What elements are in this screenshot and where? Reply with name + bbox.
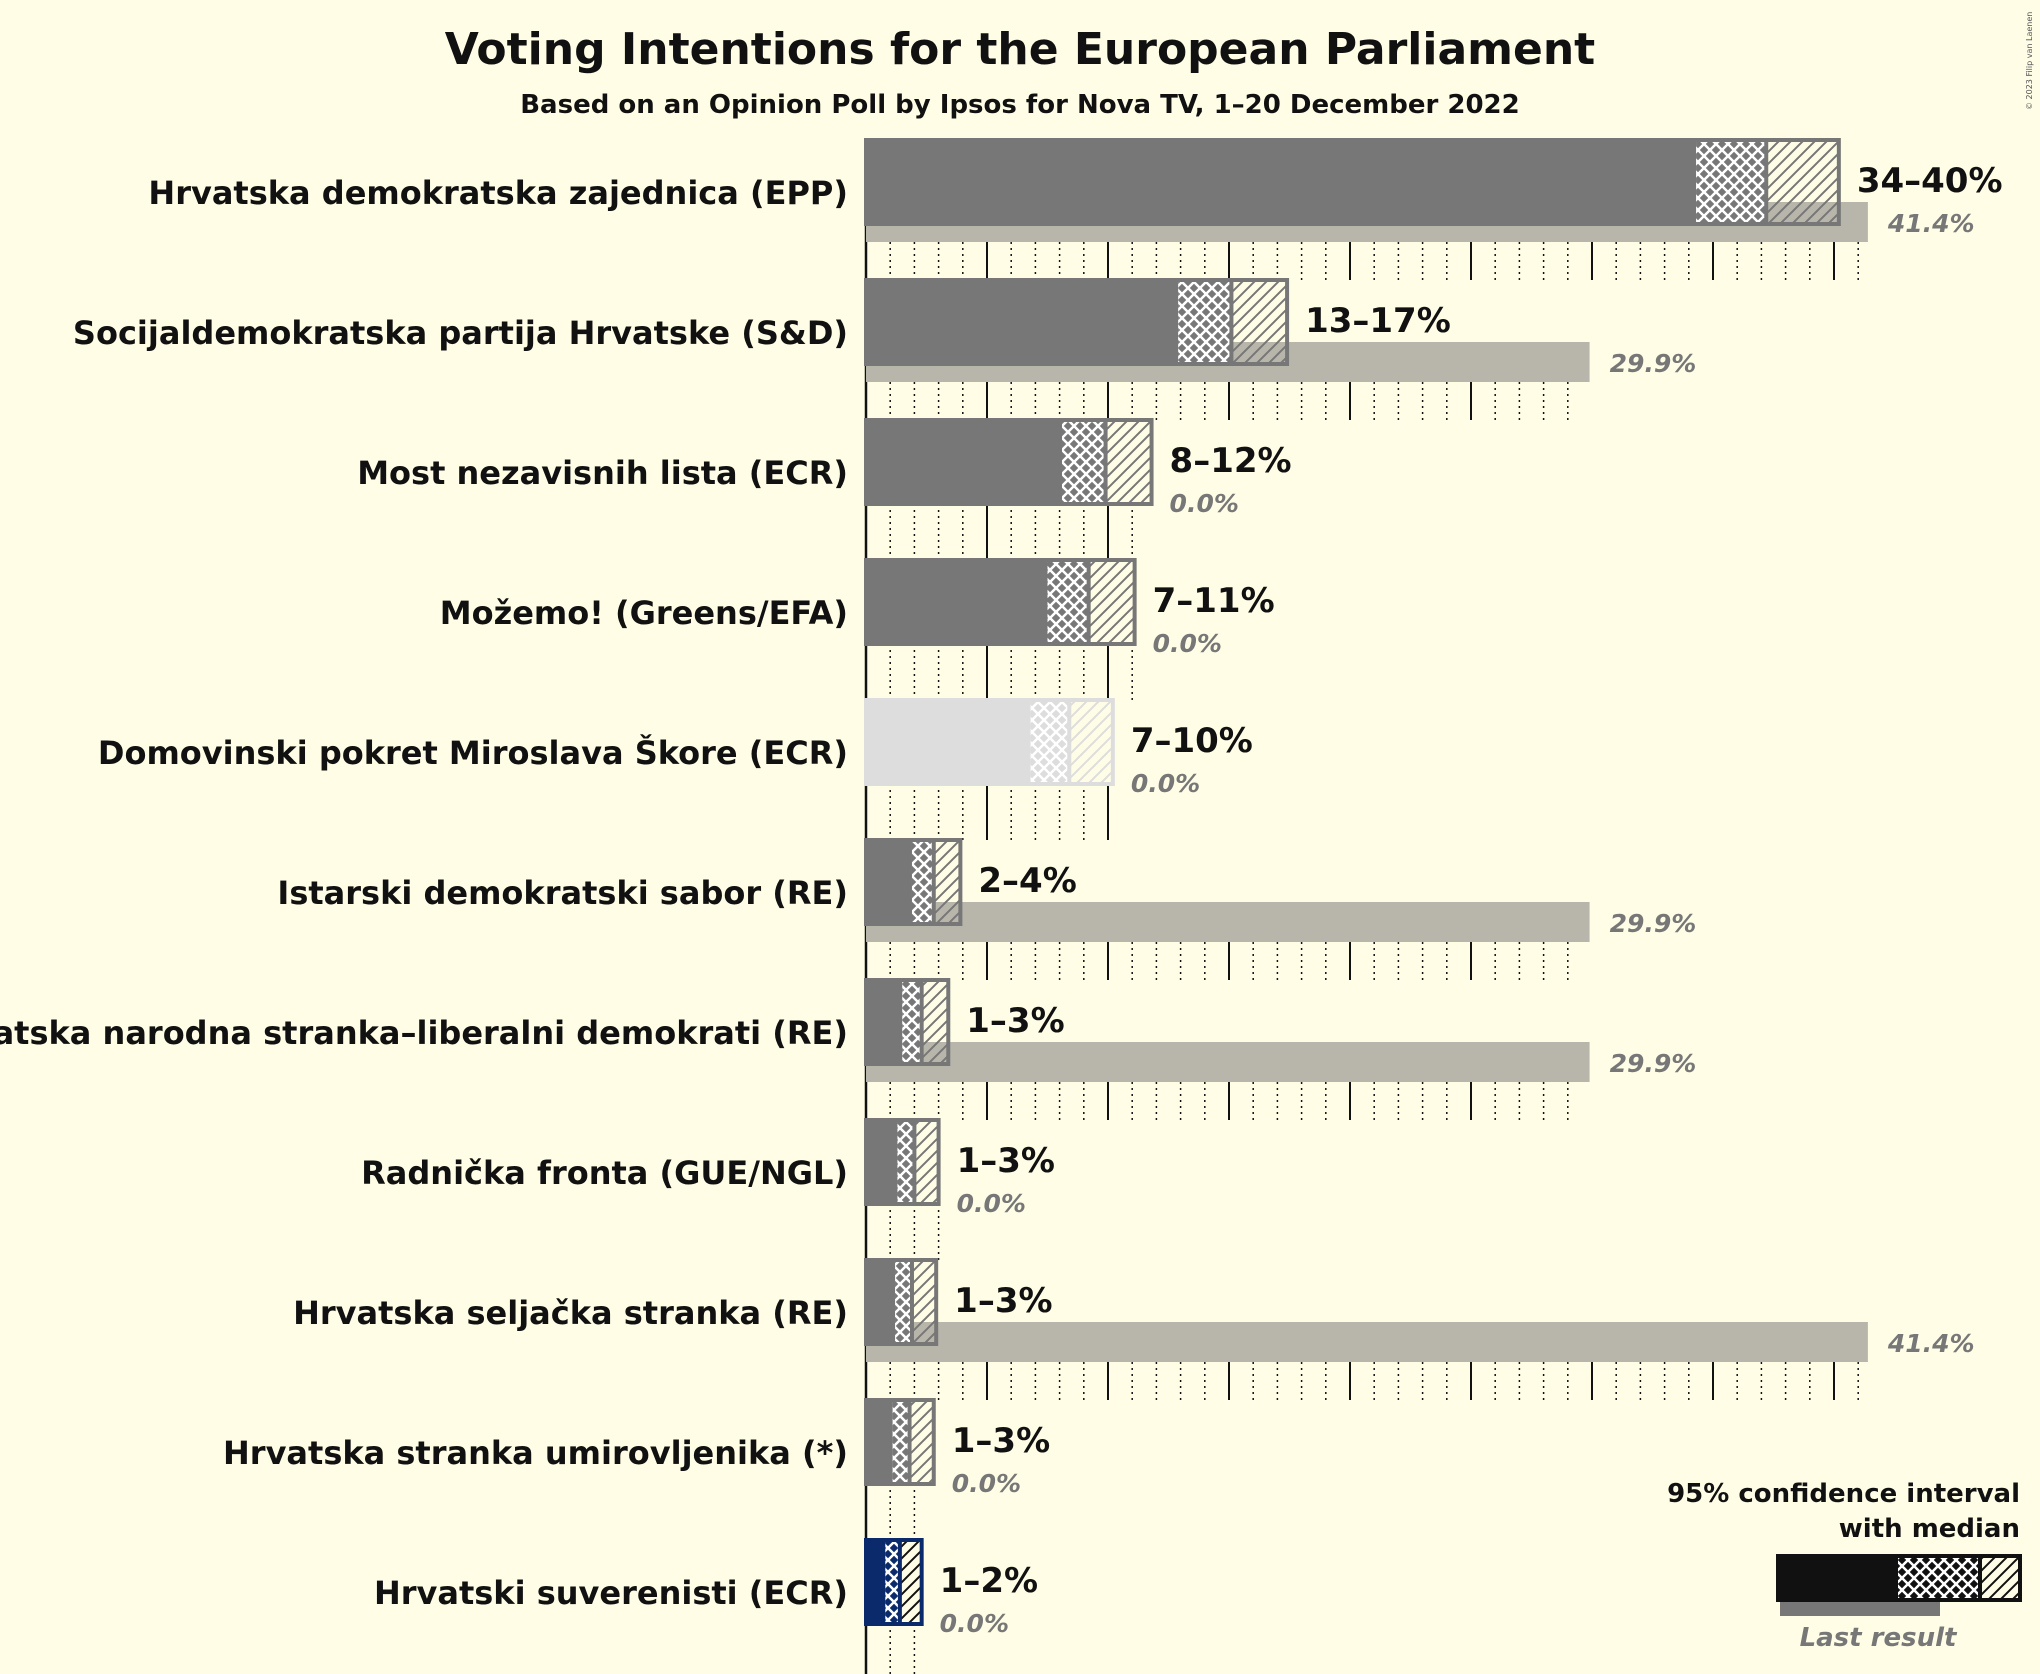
range-label: 1–3% [957,1141,1055,1181]
legend-ci-solid [1778,1556,1898,1600]
bars [864,138,1868,1626]
bar-solid [866,1400,893,1484]
bar-solid [866,980,903,1064]
bar-solid [866,1120,898,1204]
party-label: Hrvatski suverenisti (ECR) [374,1574,848,1612]
party-label: Hrvatska demokratska zajednica (EPP) [148,174,848,212]
bar-outline [864,698,1115,786]
bar-ci-lower-pattern [892,1400,910,1484]
last-result-label: 0.0% [1153,629,1222,658]
bar-ci-lower-pattern [1062,420,1106,504]
last-result-label: 0.0% [957,1189,1026,1218]
bar-outline [864,1118,941,1206]
last-result-bar [866,1322,1868,1362]
copyright-text: © 2023 Filip van Laenen [2025,12,2034,110]
labels: Hrvatska demokratska zajednica (EPP) 34–4… [0,161,2003,1638]
legend-ci-cross-pattern [1898,1556,1980,1600]
bar-outline [864,138,1841,226]
range-label: 13–17% [1305,301,1451,341]
legend-line2: with median [1839,1514,2020,1544]
bar-outline [864,1258,939,1346]
range-label: 7–10% [1131,721,1253,761]
bar-ci-upper [1766,140,1839,224]
party-label: Most nezavisnih lista (ECR) [357,454,848,492]
bar-outline [864,1538,924,1626]
party-label: Istarski demokratski sabor (RE) [277,874,848,912]
bar-solid [866,700,1031,784]
last-result-bar [866,1042,1590,1082]
bar-outline [864,278,1290,366]
party-label: Možemo! (Greens/EFA) [440,594,848,632]
range-label: 1–3% [966,1001,1064,1041]
bar-solid [866,420,1063,504]
last-result-label: 41.4% [1887,1329,1975,1358]
last-result-label: 0.0% [1131,769,1200,798]
bar-ci-upper [1105,420,1152,504]
bar-solid [866,1260,896,1344]
bar-ci-upper [1069,700,1113,784]
range-label: 34–40% [1857,161,2003,201]
last-result-label: 29.9% [1610,909,1697,938]
bar-solid [866,1540,886,1624]
bar-ci-lower-pattern [895,1260,912,1344]
bar-outline [864,1398,936,1486]
party-label: Socijaldemokratska partija Hrvatske (S&D… [73,314,848,352]
legend-ci-outline [1776,1554,2022,1602]
bar-ci-upper [1088,560,1135,644]
legend-ci-hatch [1980,1556,2020,1600]
party-label: Hrvatska stranka umirovljenika (*) [223,1434,848,1472]
last-result-label: 41.4% [1887,209,1975,238]
legend-last-result-label: Last result [1800,1623,1958,1653]
last-result-label: 0.0% [952,1469,1021,1498]
bar-solid [866,560,1048,644]
legend-line1: 95% confidence interval [1667,1479,2020,1509]
range-label: 1–3% [954,1281,1052,1321]
bar-outline [864,978,951,1066]
bar-solid [866,280,1179,364]
range-label: 7–11% [1153,581,1275,621]
last-result-bar [866,902,1590,942]
range-label: 1–3% [952,1421,1050,1461]
bar-ci-lower-pattern [902,980,922,1064]
party-label: Hrvatska narodna stranka–liberalni demok… [0,1014,848,1052]
chart-subtitle: Based on an Opinion Poll by Ipsos for No… [520,90,1520,120]
bar-ci-lower-pattern [897,1120,915,1204]
last-result-label: 29.9% [1610,1049,1697,1078]
bar-ci-upper [914,1120,939,1204]
range-label: 8–12% [1170,441,1292,481]
bar-ci-lower-pattern [1696,140,1767,224]
bar-ci-upper [921,980,949,1064]
bar-solid [866,140,1697,224]
bar-ci-lower-pattern [911,840,934,924]
bar-ci-lower-pattern [1030,700,1070,784]
bar-ci-upper [1231,280,1288,364]
range-label: 2–4% [978,861,1076,901]
legend: 95% confidence interval with median Last… [1667,1479,2022,1653]
bar-ci-lower-pattern [1047,560,1089,644]
bar-ci-upper [933,840,961,924]
chart-title: Voting Intentions for the European Parli… [445,24,1595,75]
bar-ci-upper [911,1260,937,1344]
last-result-label: 0.0% [940,1609,1009,1638]
bar-ci-lower-pattern [1178,280,1232,364]
last-result-label: 29.9% [1610,349,1697,378]
range-label: 1–2% [940,1561,1038,1601]
bar-ci-upper [909,1400,934,1484]
bar-ci-lower-pattern [885,1540,900,1624]
last-result-label: 0.0% [1170,489,1239,518]
bar-ci-upper [899,1540,922,1624]
party-label: Hrvatska seljačka stranka (RE) [293,1294,848,1332]
party-label: Domovinski pokret Miroslava Škore (ECR) [98,733,848,772]
bar-outline [864,838,963,926]
party-label: Radnička fronta (GUE/NGL) [361,1154,848,1192]
bar-outline [864,558,1137,646]
bar-solid [866,840,912,924]
bar-outline [864,418,1154,506]
